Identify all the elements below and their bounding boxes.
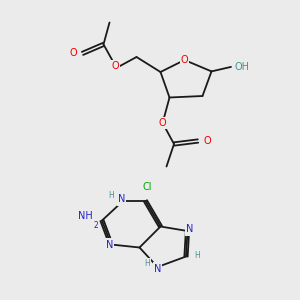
Text: H: H: [109, 191, 115, 200]
Text: O: O: [70, 48, 77, 59]
Text: OH: OH: [235, 62, 250, 72]
Text: O: O: [159, 118, 167, 128]
Text: N: N: [186, 224, 194, 235]
Text: N: N: [118, 194, 125, 205]
Text: Cl: Cl: [142, 182, 152, 193]
Text: N: N: [154, 263, 161, 274]
Text: H: H: [194, 250, 200, 260]
Text: O: O: [112, 61, 119, 71]
Text: O: O: [181, 55, 188, 65]
Text: 2: 2: [93, 221, 98, 230]
Text: N: N: [106, 239, 113, 250]
Text: O: O: [204, 136, 212, 146]
Text: NH: NH: [78, 211, 93, 221]
Text: H: H: [144, 259, 150, 268]
